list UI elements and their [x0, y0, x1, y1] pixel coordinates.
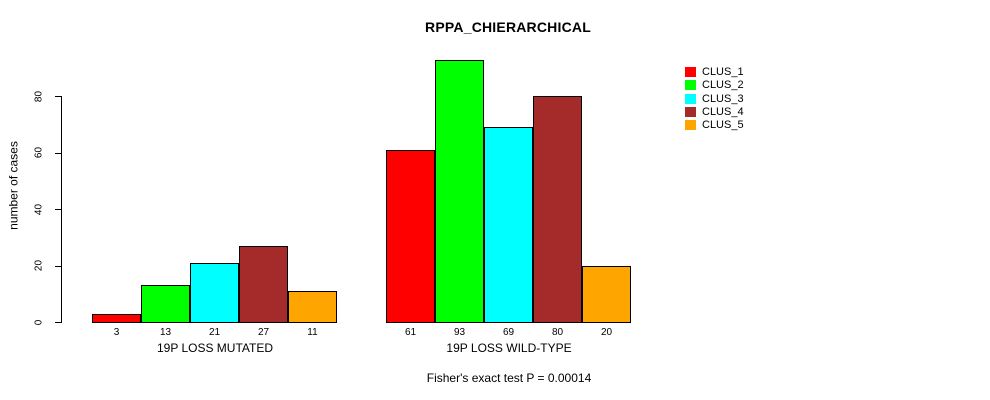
- bar-clus_1-mutated: [92, 314, 141, 323]
- bar-value-label: 61: [404, 327, 417, 338]
- bar-value-label: 20: [600, 327, 613, 338]
- legend-label-clus_5: CLUS_5: [702, 119, 744, 131]
- group-label: 19P LOSS WILD-TYPE: [446, 341, 572, 355]
- y-axis-tick-label: 0: [33, 319, 45, 326]
- legend-swatch-clus_4: [685, 107, 696, 117]
- y-axis-label: number of cases: [6, 141, 21, 230]
- y-axis-tick-label: 80: [33, 90, 45, 103]
- y-axis-tick: [55, 266, 61, 267]
- y-axis-tick-label: 20: [33, 259, 45, 272]
- y-axis-line: [61, 96, 62, 323]
- bar-clus_3-mutated: [190, 263, 239, 323]
- legend-label-clus_4: CLUS_4: [702, 106, 744, 118]
- legend-swatch-clus_3: [685, 94, 696, 104]
- bar-value-label: 3: [113, 327, 120, 338]
- y-axis-tick: [55, 96, 61, 97]
- bar-clus_5-wildtype: [582, 266, 631, 323]
- legend-label-clus_1: CLUS_1: [702, 66, 744, 78]
- legend-label-clus_3: CLUS_3: [702, 93, 744, 105]
- bar-value-label: 21: [208, 327, 221, 338]
- legend-swatch-clus_5: [685, 120, 696, 130]
- bar-clus_2-wildtype: [435, 60, 484, 323]
- legend-label-clus_2: CLUS_2: [702, 79, 744, 91]
- bar-clus_2-mutated: [141, 285, 190, 323]
- bar-value-label: 27: [257, 327, 270, 338]
- bar-clus_3-wildtype: [484, 127, 533, 323]
- legend-swatch-clus_2: [685, 80, 696, 90]
- y-axis-tick: [55, 153, 61, 154]
- y-axis-tick: [55, 322, 61, 323]
- bar-clus_4-mutated: [239, 246, 288, 323]
- bar-value-label: 69: [502, 327, 515, 338]
- y-axis-tick: [55, 209, 61, 210]
- bar-clus_5-mutated: [288, 291, 337, 323]
- group-label: 19P LOSS MUTATED: [156, 341, 274, 355]
- y-axis-tick-label: 60: [33, 146, 45, 159]
- legend-swatch-clus_1: [685, 67, 696, 77]
- footnote-pvalue: Fisher's exact test P = 0.00014: [426, 371, 592, 385]
- bar-value-label: 11: [307, 327, 318, 338]
- bar-value-label: 93: [453, 327, 466, 338]
- bar-value-label: 13: [159, 327, 172, 338]
- bar-clus_1-wildtype: [386, 150, 435, 323]
- chart-title: RPPA_CHIERARCHICAL: [425, 19, 591, 35]
- bar-value-label: 80: [551, 327, 564, 338]
- y-axis-tick-label: 40: [33, 203, 45, 216]
- bar-clus_4-wildtype: [533, 96, 582, 323]
